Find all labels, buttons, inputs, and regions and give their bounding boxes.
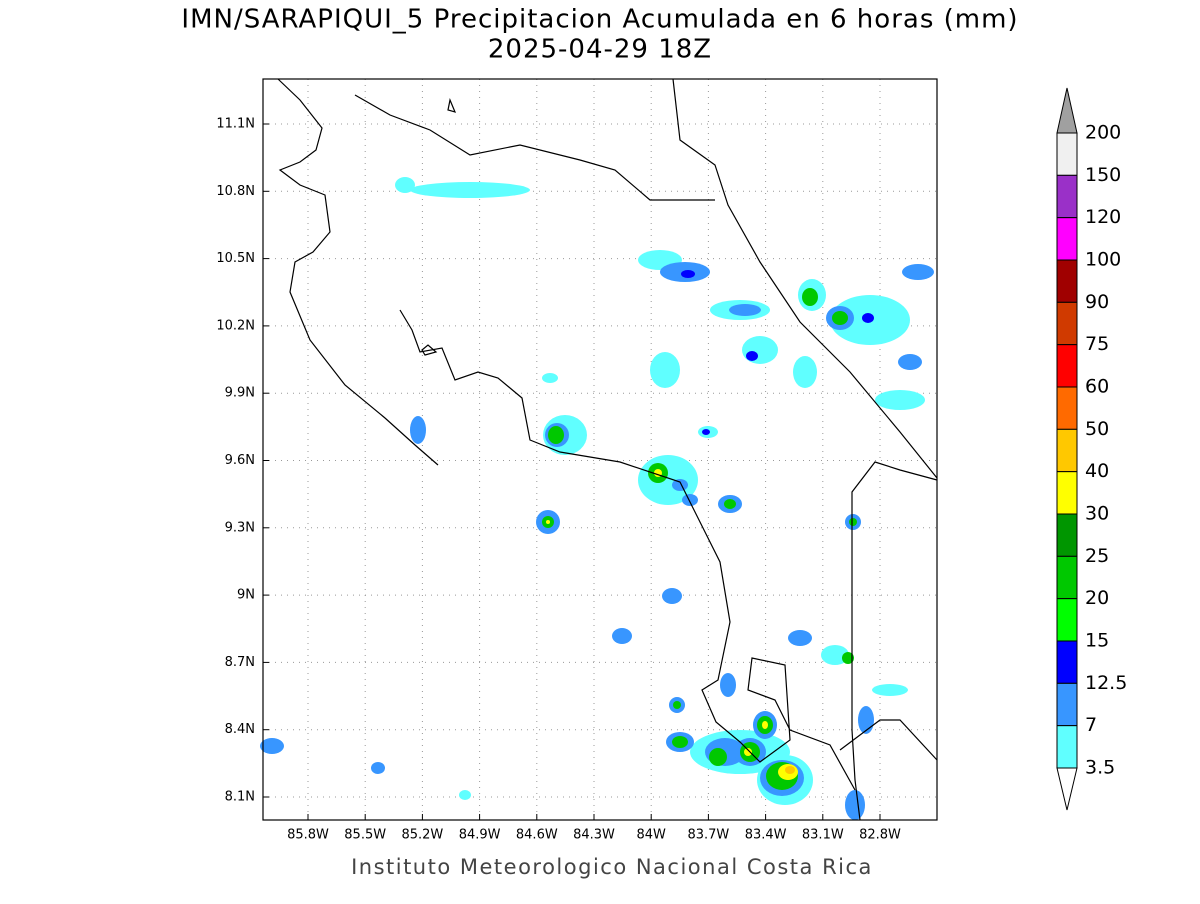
colorbar-swatch (1056, 344, 1078, 388)
lon-tick-label: 85.8W (287, 828, 329, 843)
subtitle: 2025-04-29 18Z (488, 35, 712, 65)
map-frame (262, 78, 938, 821)
grid (263, 79, 937, 820)
colorbar-label: 90 (1085, 291, 1109, 313)
colorbar-label: 12.5 (1085, 672, 1127, 694)
colorbar-top-arrow (1056, 87, 1078, 134)
colorbar-label: 30 (1085, 503, 1109, 525)
lon-tick-label: 82.8W (859, 828, 901, 843)
lat-tick-label: 10.5N (216, 251, 255, 266)
lat-tick-label: 10.2N (216, 318, 255, 333)
lon-tick-label: 83.7W (687, 828, 729, 843)
precip-fields (260, 177, 934, 820)
lat-tick-label: 9.3N (225, 520, 255, 535)
lat-tick-label: 9.9N (225, 386, 255, 401)
colorbar-swatch (1056, 428, 1078, 473)
colorbar-label: 150 (1085, 164, 1121, 186)
lat-tick-label: 8.1N (225, 790, 255, 805)
coastlines (277, 78, 938, 821)
lat-tick-label: 11.1N (216, 117, 255, 132)
lat-tick-label: 9N (237, 588, 255, 603)
colorbar-label: 3.5 (1085, 757, 1115, 779)
lon-tick-label: 84.6W (516, 828, 558, 843)
colorbar-label: 60 (1085, 376, 1109, 398)
colorbar-label: 120 (1085, 206, 1121, 228)
colorbar-label: 20 (1085, 587, 1109, 609)
colorbar-swatch (1056, 640, 1078, 684)
lat-tick-label: 8.7N (225, 655, 255, 670)
lon-tick-label: 83.1W (802, 828, 844, 843)
colorbar-swatch (1056, 259, 1078, 303)
colorbar-label: 25 (1085, 545, 1109, 567)
colorbar-swatch (1056, 555, 1078, 600)
colorbar-swatch (1056, 725, 1078, 769)
colorbar-label: 50 (1085, 418, 1109, 440)
colorbar-swatch (1056, 513, 1078, 557)
lat-tick-label: 9.6N (225, 453, 255, 468)
colorbar-swatch (1056, 682, 1078, 727)
lat-tick-label: 8.4N (225, 722, 255, 737)
lon-tick-label: 83.4W (745, 828, 787, 843)
lat-tick-label: 10.8N (216, 184, 255, 199)
colorbar-swatch (1056, 386, 1078, 430)
colorbar-label: 75 (1085, 333, 1109, 355)
colorbar-label: 100 (1085, 249, 1121, 271)
colorbar-label: 15 (1085, 630, 1109, 652)
colorbar-label: 40 (1085, 460, 1109, 482)
lon-tick-label: 84.9W (459, 828, 501, 843)
footer: Instituto Meteorologico Nacional Costa R… (351, 855, 873, 879)
colorbar-swatch (1056, 132, 1078, 176)
lon-tick-label: 84.3W (573, 828, 615, 843)
title: IMN/SARAPIQUI_5 Precipitacion Acumulada … (181, 5, 1018, 35)
colorbar-swatch (1056, 471, 1078, 515)
colorbar: 200 150 120 100 90 75 60 50 40 30 25 20 15 12.5 7 3.5 (1056, 87, 1127, 811)
colorbar-label: 200 (1085, 122, 1121, 144)
colorbar-swatch (1056, 301, 1078, 346)
lon-tick-label: 84W (636, 828, 666, 843)
colorbar-swatch (1056, 217, 1078, 261)
colorbar-bottom-arrow (1056, 767, 1078, 811)
colorbar-swatch (1056, 598, 1078, 642)
lon-tick-label: 85.5W (344, 828, 386, 843)
lon-tick-label: 85.2W (401, 828, 443, 843)
colorbar-swatch (1056, 174, 1078, 219)
colorbar-label: 7 (1085, 714, 1097, 736)
